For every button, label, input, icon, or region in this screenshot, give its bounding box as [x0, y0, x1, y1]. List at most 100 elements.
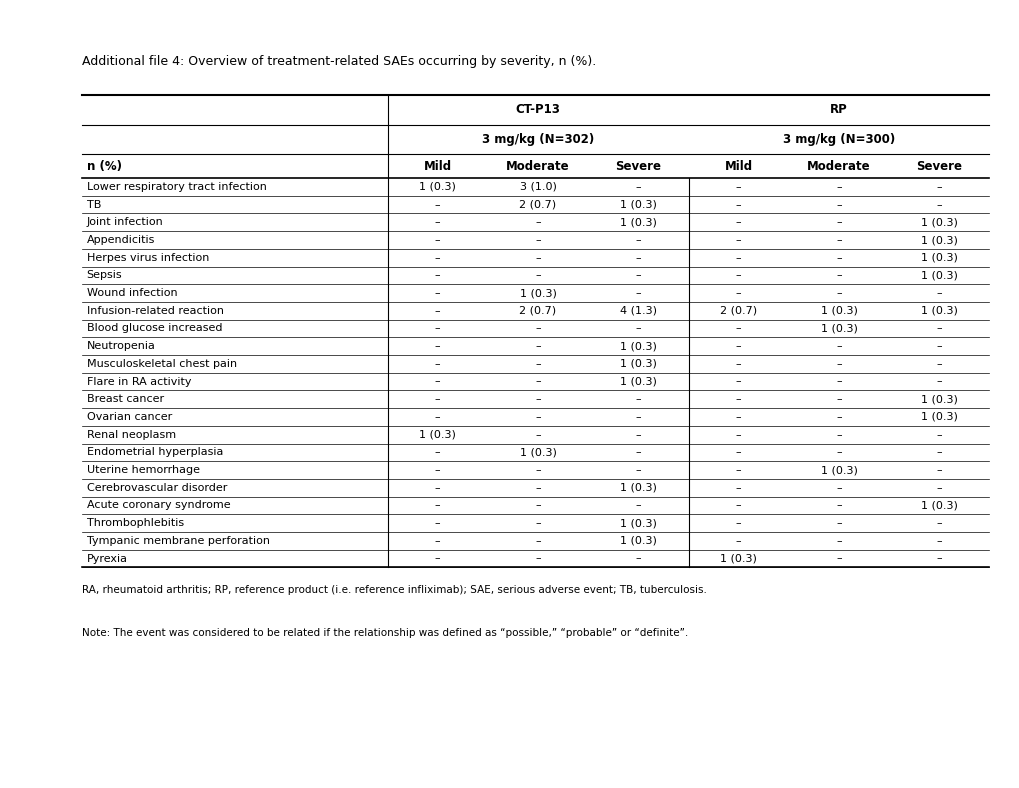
- Text: 2 (0.7): 2 (0.7): [719, 306, 756, 316]
- Text: RP: RP: [829, 103, 847, 116]
- Text: Blood glucose increased: Blood glucose increased: [87, 324, 222, 333]
- Text: 1 (0.3): 1 (0.3): [620, 377, 656, 387]
- Text: –: –: [735, 394, 741, 404]
- Text: –: –: [836, 429, 841, 440]
- Text: –: –: [635, 553, 641, 563]
- Text: –: –: [735, 412, 741, 422]
- Text: –: –: [635, 394, 641, 404]
- Text: Endometrial hyperplasia: Endometrial hyperplasia: [87, 448, 223, 457]
- Text: 1 (0.3): 1 (0.3): [920, 500, 957, 511]
- Text: –: –: [935, 288, 942, 298]
- Text: Thrombophlebitis: Thrombophlebitis: [87, 519, 183, 528]
- Text: Neutropenia: Neutropenia: [87, 341, 156, 351]
- Text: 1 (0.3): 1 (0.3): [419, 182, 455, 192]
- Text: –: –: [735, 377, 741, 387]
- Text: Acute coronary syndrome: Acute coronary syndrome: [87, 500, 230, 511]
- Text: –: –: [535, 465, 540, 475]
- Text: –: –: [635, 235, 641, 245]
- Text: 3 mg/kg (N=300): 3 mg/kg (N=300): [782, 133, 895, 146]
- Text: Additional file 4: Overview of treatment-related SAEs occurring by severity, n (: Additional file 4: Overview of treatment…: [82, 55, 595, 68]
- Text: –: –: [434, 483, 440, 492]
- Text: CT-P13: CT-P13: [516, 103, 559, 116]
- Text: –: –: [535, 394, 540, 404]
- Text: Uterine hemorrhage: Uterine hemorrhage: [87, 465, 200, 475]
- Text: –: –: [535, 412, 540, 422]
- Text: –: –: [836, 199, 841, 210]
- Text: –: –: [836, 553, 841, 563]
- Text: –: –: [535, 341, 540, 351]
- Text: Cerebrovascular disorder: Cerebrovascular disorder: [87, 483, 227, 492]
- Text: 1 (0.3): 1 (0.3): [620, 483, 656, 492]
- Text: –: –: [836, 394, 841, 404]
- Text: 1 (0.3): 1 (0.3): [920, 235, 957, 245]
- Text: Flare in RA activity: Flare in RA activity: [87, 377, 191, 387]
- Text: Severe: Severe: [915, 160, 961, 173]
- Text: –: –: [735, 253, 741, 262]
- Text: 3 mg/kg (N=302): 3 mg/kg (N=302): [481, 133, 594, 146]
- Text: Breast cancer: Breast cancer: [87, 394, 164, 404]
- Text: –: –: [836, 519, 841, 528]
- Text: –: –: [935, 429, 942, 440]
- Text: –: –: [535, 429, 540, 440]
- Text: –: –: [735, 182, 741, 192]
- Text: Mild: Mild: [423, 160, 451, 173]
- Text: 1 (0.3): 1 (0.3): [819, 465, 857, 475]
- Text: 1 (0.3): 1 (0.3): [819, 324, 857, 333]
- Text: –: –: [535, 519, 540, 528]
- Text: –: –: [836, 536, 841, 546]
- Text: 1 (0.3): 1 (0.3): [620, 536, 656, 546]
- Text: –: –: [735, 341, 741, 351]
- Text: –: –: [836, 253, 841, 262]
- Text: –: –: [635, 270, 641, 281]
- Text: –: –: [434, 253, 440, 262]
- Text: –: –: [434, 448, 440, 457]
- Text: –: –: [535, 377, 540, 387]
- Text: 2 (0.7): 2 (0.7): [519, 306, 556, 316]
- Text: –: –: [935, 359, 942, 369]
- Text: 1 (0.3): 1 (0.3): [920, 306, 957, 316]
- Text: 1 (0.3): 1 (0.3): [620, 519, 656, 528]
- Text: Ovarian cancer: Ovarian cancer: [87, 412, 172, 422]
- Text: –: –: [735, 448, 741, 457]
- Text: –: –: [535, 235, 540, 245]
- Text: –: –: [635, 324, 641, 333]
- Text: Tympanic membrane perforation: Tympanic membrane perforation: [87, 536, 269, 546]
- Text: –: –: [535, 253, 540, 262]
- Text: –: –: [434, 270, 440, 281]
- Text: –: –: [735, 235, 741, 245]
- Text: 1 (0.3): 1 (0.3): [620, 359, 656, 369]
- Text: –: –: [434, 500, 440, 511]
- Text: –: –: [935, 341, 942, 351]
- Text: –: –: [434, 199, 440, 210]
- Text: 1 (0.3): 1 (0.3): [519, 448, 556, 457]
- Text: –: –: [434, 377, 440, 387]
- Text: Mild: Mild: [723, 160, 752, 173]
- Text: –: –: [434, 519, 440, 528]
- Text: 1 (0.3): 1 (0.3): [620, 217, 656, 227]
- Text: –: –: [434, 536, 440, 546]
- Text: –: –: [535, 536, 540, 546]
- Text: –: –: [935, 199, 942, 210]
- Text: 3 (1.0): 3 (1.0): [519, 182, 556, 192]
- Text: –: –: [535, 324, 540, 333]
- Text: –: –: [735, 324, 741, 333]
- Text: –: –: [735, 483, 741, 492]
- Text: Appendicitis: Appendicitis: [87, 235, 155, 245]
- Text: –: –: [836, 182, 841, 192]
- Text: –: –: [434, 217, 440, 227]
- Text: n (%): n (%): [87, 160, 121, 173]
- Text: –: –: [434, 412, 440, 422]
- Text: –: –: [836, 217, 841, 227]
- Text: 4 (1.3): 4 (1.3): [620, 306, 656, 316]
- Text: –: –: [434, 359, 440, 369]
- Text: –: –: [935, 377, 942, 387]
- Text: Herpes virus infection: Herpes virus infection: [87, 253, 209, 262]
- Text: Pyrexia: Pyrexia: [87, 553, 127, 563]
- Text: RA, rheumatoid arthritis; RP, reference product (i.e. reference infliximab); SAE: RA, rheumatoid arthritis; RP, reference …: [82, 585, 706, 595]
- Text: –: –: [935, 536, 942, 546]
- Text: 2 (0.7): 2 (0.7): [519, 199, 556, 210]
- Text: Moderate: Moderate: [806, 160, 870, 173]
- Text: –: –: [434, 235, 440, 245]
- Text: –: –: [535, 270, 540, 281]
- Text: –: –: [735, 288, 741, 298]
